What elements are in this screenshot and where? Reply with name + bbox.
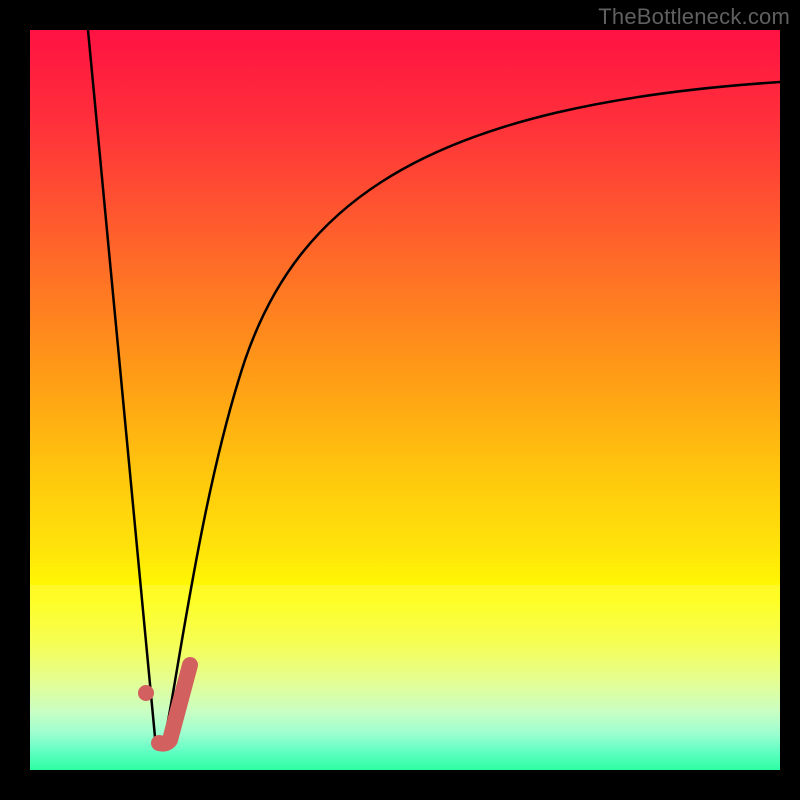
watermark-text: TheBottleneck.com: [598, 4, 790, 30]
chart-stage: TheBottleneck.com: [0, 0, 800, 800]
plot-area: [30, 30, 780, 770]
bottleneck-chart: [0, 0, 800, 800]
current-point-dot: [138, 685, 154, 701]
